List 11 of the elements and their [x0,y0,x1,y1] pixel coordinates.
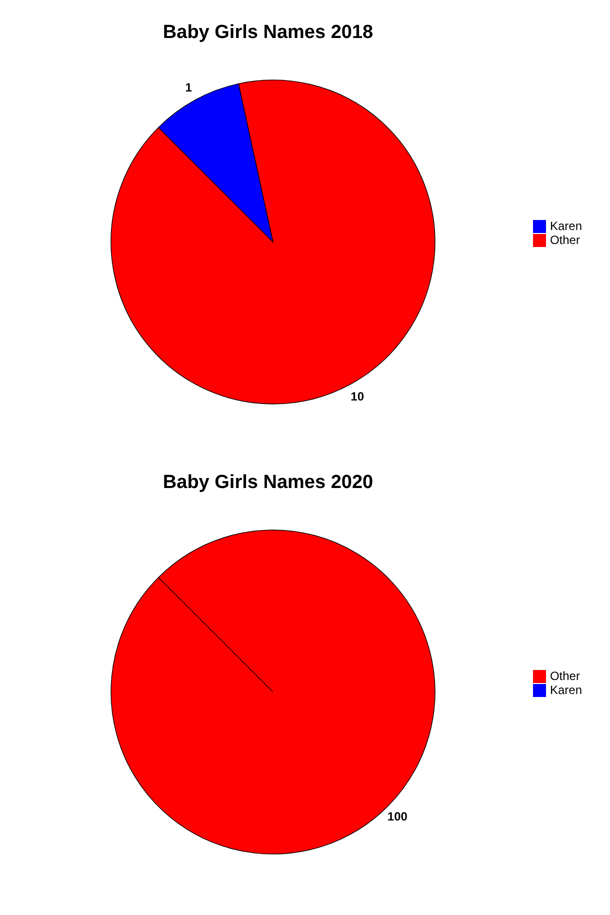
chart-title: Baby Girls Names 2020 [162,472,374,494]
legend-label: Karen [550,683,582,697]
data-label: 10 [350,389,364,404]
data-label: 1 [185,80,192,95]
data-label: 100 [387,809,408,824]
pie-slice [158,83,274,242]
legend-label: Karen [550,218,582,233]
chart-title: Baby Girls Names 2018 [162,22,374,44]
pie-slice [110,80,436,404]
legend-label: Other [550,668,580,683]
legend-label: Other [550,233,580,247]
